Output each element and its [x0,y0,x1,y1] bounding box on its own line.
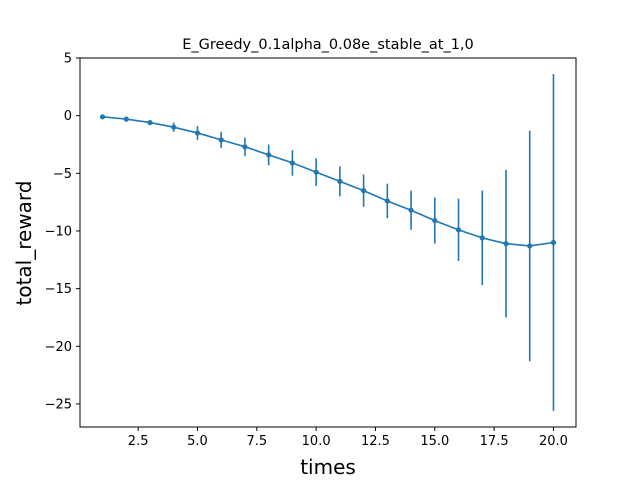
y-tick-label: 5 [64,52,72,67]
chart-title: E_Greedy_0.1alpha_0.08e_stable_at_1,0 [182,37,474,53]
data-point [194,130,201,136]
y-axis-ticks: 5 0 −5 −10 −15 −20 −25 [45,52,80,412]
x-tick-label: 17.5 [480,434,509,449]
x-axis-ticks: 2.5 5.0 7.5 10.0 12.5 15.0 17.5 20.0 [128,427,568,449]
data-point [360,188,367,194]
x-tick-label: 12.5 [361,434,390,449]
x-tick-label: 7.5 [246,434,267,449]
error-bars [101,74,555,411]
series-line-group [102,116,554,247]
data-point [455,227,462,233]
data-point [313,169,319,175]
data-point [266,152,272,158]
data-point [242,144,248,150]
data-point [408,207,414,213]
x-tick-label: 15.0 [420,434,449,449]
y-tick-label: −10 [45,224,72,239]
data-point [171,124,177,130]
data-point [123,116,129,122]
y-tick-label: 0 [64,109,72,124]
data-point [479,235,485,241]
y-tick-label: −20 [45,340,72,355]
x-tick-label: 20.0 [539,434,568,449]
data-points [99,114,557,249]
y-axis-label: total_reward [12,181,36,306]
data-point [527,243,533,249]
y-tick-label: −5 [53,167,72,182]
data-point [337,178,343,184]
x-tick-label: 2.5 [128,434,149,449]
x-tick-label: 10.0 [302,434,331,449]
data-point [99,114,106,120]
data-point [432,217,438,224]
x-axis-label: times [300,455,356,479]
data-point [218,137,224,143]
data-point [289,160,296,166]
y-tick-label: −15 [45,282,72,297]
x-tick-label: 5.0 [187,434,208,449]
data-point [147,119,153,126]
plot-frame [79,57,577,428]
data-point [384,198,390,204]
y-tick-label: −25 [45,397,72,412]
series-line [102,116,554,247]
data-point [550,239,557,246]
data-point [503,241,509,247]
